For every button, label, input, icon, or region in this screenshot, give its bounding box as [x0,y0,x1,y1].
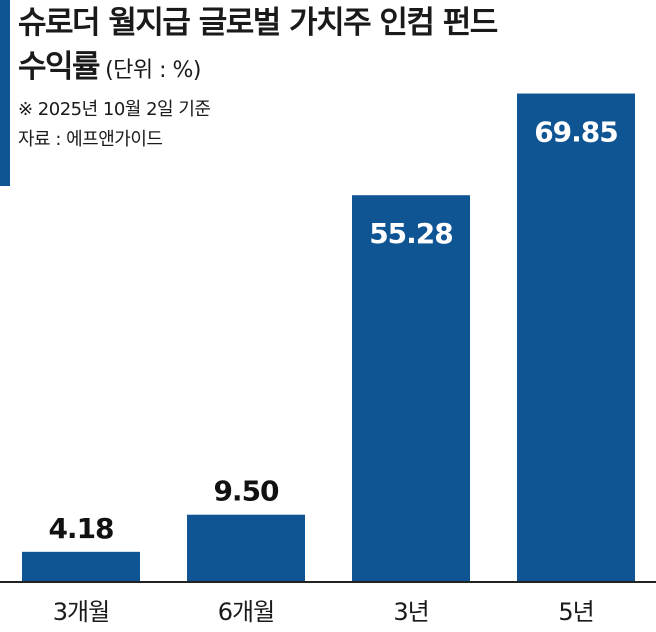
bar-3 [352,195,470,581]
bar-1 [22,551,140,581]
chart-title-line2-row: 수익률 (단위 : %) [18,44,648,95]
category-label-4: 5년 [558,598,593,626]
category-label-3: 3년 [393,598,428,626]
category-label-1: 3개월 [53,598,109,626]
value-label-2: 9.50 [213,475,279,508]
chart-title-line2: 수익률 [18,49,101,85]
accent-bar [0,0,10,186]
bar-4 [517,93,635,582]
unit-label: (단위 : %) [105,58,202,83]
chart-header: 슈로더 월지급 글로벌 가치주 인컴 펀드 수익률 (단위 : %) ※ 2025… [18,2,648,155]
category-label-2: 6개월 [218,598,274,626]
value-label-1: 4.18 [48,512,113,545]
value-label-3: 55.28 [369,217,453,250]
reference-date-note: ※ 2025년 10월 2일 기준 [18,99,211,120]
value-label-4: 69.85 [534,116,618,149]
source-note: 자료 : 에프앤가이드 [18,129,163,150]
bar-2 [187,514,305,581]
chart-title-line1: 슈로더 월지급 글로벌 가치주 인컴 펀드 [18,5,498,41]
